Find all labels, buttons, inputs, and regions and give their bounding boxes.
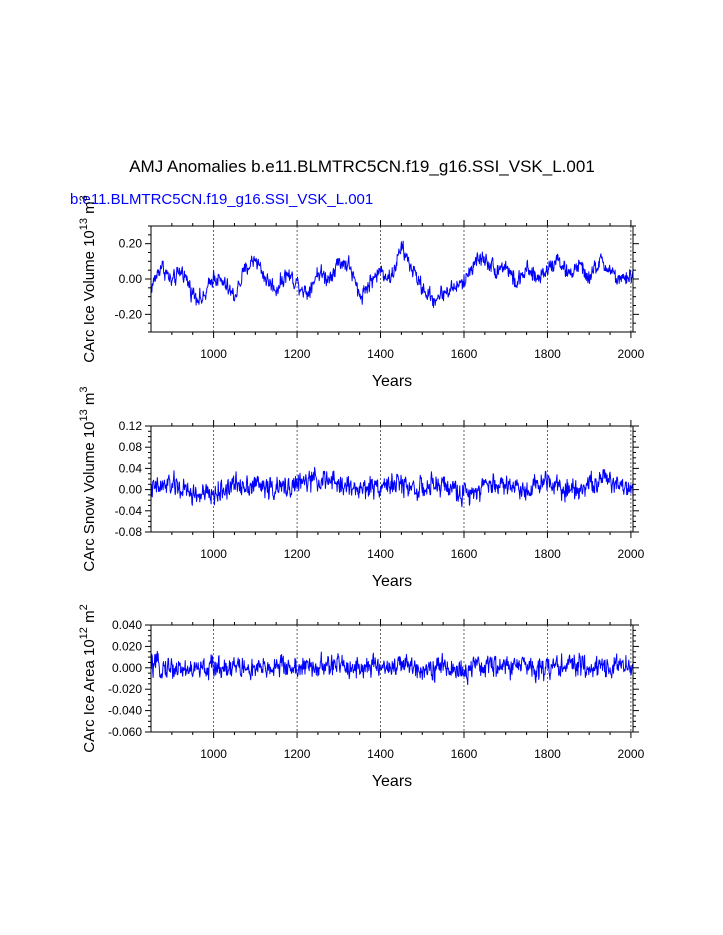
y-tick-label: 0.00 xyxy=(119,272,143,286)
plot-frame xyxy=(150,624,634,733)
y-tick-label: 0.00 xyxy=(119,483,143,497)
x-tick-label: 1400 xyxy=(367,347,394,361)
x-tick-label: 1600 xyxy=(451,547,478,561)
y-axis-label-text: m xyxy=(81,201,98,218)
figure-title: AMJ Anomalies b.e11.BLMTRC5CN.f19_g16.SS… xyxy=(129,157,595,176)
y-axis-label: CArc Ice Volume 1013 m3 xyxy=(78,195,98,363)
panels: 1000 1200 1400 1600 1800 2000 -0.20 0.00 0.20 Yea… xyxy=(78,195,645,790)
x-axis-label: Years xyxy=(372,573,412,590)
y-tick-label: 0.08 xyxy=(119,440,143,454)
x-tick-label: 1000 xyxy=(200,547,227,561)
y-tick-label: 0.000 xyxy=(112,661,142,675)
chart-panel-3: 1000 1200 1400 1600 1800 2000 -0.060 -0.040 -0.0… xyxy=(78,604,645,790)
x-tick-label: 2000 xyxy=(618,547,645,561)
x-axis-label: Years xyxy=(372,373,412,390)
x-tick-label: 1600 xyxy=(451,747,478,761)
y-tick-label: 0.040 xyxy=(112,618,142,632)
y-axis-label-exponent: 12 xyxy=(78,627,90,639)
y-axis-label-text: CArc Ice Volume 10 xyxy=(81,230,98,363)
x-tick-label: 1200 xyxy=(284,747,311,761)
x-tick-label: 1200 xyxy=(284,347,311,361)
y-tick-label: -0.040 xyxy=(108,704,142,718)
y-tick-label: -0.04 xyxy=(115,504,143,518)
y-tick-label: 0.12 xyxy=(119,419,143,433)
y-axis-label-text: m xyxy=(81,610,98,627)
x-tick-label: 1000 xyxy=(200,347,227,361)
y-axis-label-exponent: 13 xyxy=(78,409,90,421)
y-axis-label-exponent: 2 xyxy=(78,604,90,610)
x-tick-label: 1600 xyxy=(451,347,478,361)
y-axis-label-text: CArc Snow Volume 10 xyxy=(81,421,98,571)
chart-panel-2: 1000 1200 1400 1600 1800 2000 -0.08 -0.04 0.00 0.… xyxy=(78,386,645,590)
y-tick-label: -0.20 xyxy=(115,307,143,321)
y-tick-label: -0.020 xyxy=(108,682,142,696)
x-tick-label: 1400 xyxy=(367,547,394,561)
y-axis-label-exponent: 3 xyxy=(78,386,90,392)
y-axis-label: CArc Ice Area 1012 m2 xyxy=(78,604,98,752)
series-line xyxy=(150,240,634,308)
y-tick-label: -0.060 xyxy=(108,725,142,739)
chart-panel-1: 1000 1200 1400 1600 1800 2000 -0.20 0.00 0.20 Yea… xyxy=(78,195,645,390)
x-tick-label: 1800 xyxy=(534,747,561,761)
plot-frame xyxy=(150,225,634,333)
y-axis-label: CArc Snow Volume 1013 m3 xyxy=(78,386,98,571)
x-tick-label: 1400 xyxy=(367,747,394,761)
x-tick-label: 2000 xyxy=(618,347,645,361)
x-tick-label: 1800 xyxy=(534,547,561,561)
y-tick-label: 0.020 xyxy=(112,639,142,653)
y-tick-label: -0.08 xyxy=(115,525,143,539)
series-line xyxy=(150,650,634,686)
x-axis-label: Years xyxy=(372,773,412,790)
y-axis-label-exponent: 3 xyxy=(78,195,90,201)
y-tick-label: 0.04 xyxy=(119,461,143,475)
y-axis-label-exponent: 13 xyxy=(78,218,90,230)
series-line xyxy=(150,466,634,508)
x-tick-label: 1800 xyxy=(534,347,561,361)
x-tick-label: 1000 xyxy=(200,747,227,761)
y-axis-label-text: CArc Ice Area 10 xyxy=(81,639,98,752)
x-tick-label: 2000 xyxy=(618,747,645,761)
y-tick-label: 0.20 xyxy=(119,237,143,251)
figure-subtitle: b.e11.BLMTRC5CN.f19_g16.SSI_VSK_L.001 xyxy=(70,191,373,208)
x-tick-label: 1200 xyxy=(284,547,311,561)
y-axis-label-text: m xyxy=(81,393,98,410)
